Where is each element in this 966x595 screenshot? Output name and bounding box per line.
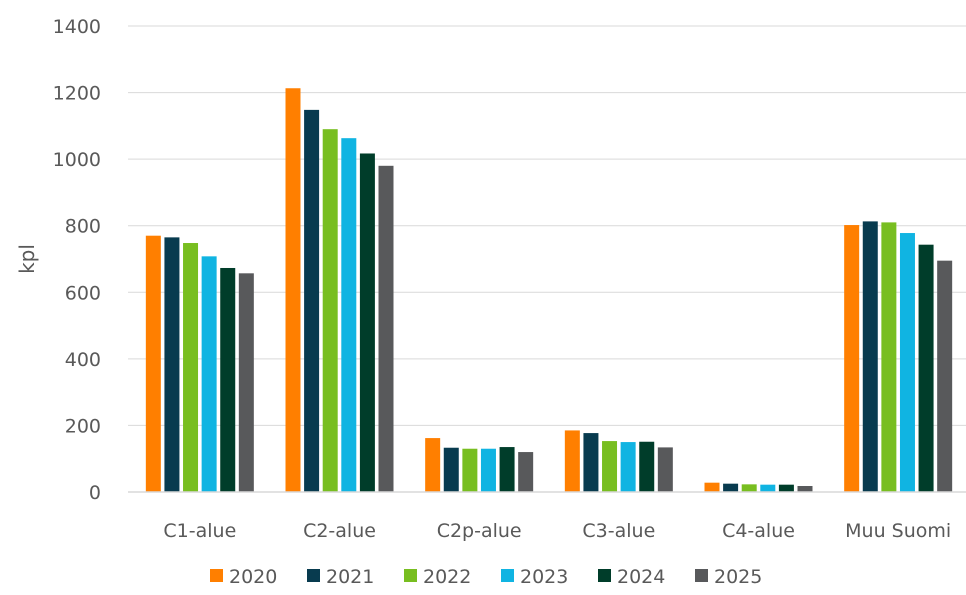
bar-2020-C2p-alue — [425, 438, 441, 492]
bar-2024-C1-alue — [220, 267, 236, 492]
bar-2024-C4-alue — [778, 484, 794, 492]
bar-2021-Muu Suomi — [862, 221, 878, 492]
bar-2021-C3-alue — [583, 433, 599, 492]
legend-label: 2021 — [326, 566, 374, 588]
gridlines — [128, 25, 966, 426]
bar-2025-C4-alue — [797, 486, 813, 492]
bar-2025-C3-alue — [657, 447, 673, 492]
y-tick-label: 0 — [89, 482, 101, 504]
x-tick-label: C3-alue — [582, 520, 655, 542]
bar-2023-C4-alue — [760, 484, 776, 492]
bar-2025-C1-alue — [238, 273, 254, 492]
bar-2022-C2p-alue — [462, 448, 478, 492]
bar-2024-Muu Suomi — [918, 244, 934, 492]
legend-item-2020: 2020 — [210, 566, 277, 588]
legend-item-2024: 2024 — [598, 566, 665, 588]
bar-2023-C2-alue — [341, 138, 357, 492]
y-tick-label: 200 — [65, 415, 101, 437]
legend-item-2021: 2021 — [307, 566, 374, 588]
bar-2024-C3-alue — [639, 441, 655, 492]
y-axis-title: kpl — [15, 244, 39, 274]
legend-swatch — [307, 569, 320, 582]
bar-2022-C1-alue — [183, 243, 199, 492]
y-tick-label: 600 — [65, 282, 101, 304]
bar-2020-C4-alue — [704, 482, 720, 492]
y-tick-label: 800 — [65, 216, 101, 238]
bar-2020-Muu Suomi — [844, 225, 860, 492]
bar-2023-Muu Suomi — [899, 233, 915, 492]
bar-2025-C2-alue — [378, 165, 394, 493]
bar-2021-C4-alue — [723, 483, 739, 492]
legend-label: 2023 — [520, 566, 568, 588]
bar-2020-C3-alue — [564, 430, 580, 492]
x-tick-label: C2p-alue — [437, 520, 522, 542]
legend-label: 2022 — [423, 566, 471, 588]
legend-swatch — [404, 569, 417, 582]
bars — [145, 88, 953, 493]
bar-2022-C3-alue — [602, 441, 618, 492]
legend-label: 2025 — [714, 566, 762, 588]
x-tick-label: C2-alue — [303, 520, 376, 542]
y-tick-label: 1000 — [53, 149, 101, 171]
y-tick-label: 400 — [65, 349, 101, 371]
legend-swatch — [695, 569, 708, 582]
legend-label: 2020 — [229, 566, 277, 588]
legend-label: 2024 — [617, 566, 665, 588]
bar-2022-C4-alue — [741, 484, 757, 492]
bar-2021-C2p-alue — [443, 447, 459, 492]
x-tick-label: Muu Suomi — [845, 520, 951, 542]
legend-item-2025: 2025 — [695, 566, 762, 588]
legend: 2020 2021 2022 2023 2024 2025 — [210, 566, 762, 588]
y-axis-ticks: 0 200 400 600 800 1000 1200 1400 — [53, 16, 101, 504]
bar-2021-C1-alue — [164, 237, 180, 492]
bar-2023-C3-alue — [620, 442, 636, 492]
bar-2020-C2-alue — [285, 88, 301, 492]
bar-2023-C1-alue — [201, 256, 217, 492]
x-axis-ticks: C1-alue C2-alue C2p-alue C3-alue C4-alue Muu … — [163, 520, 951, 542]
bar-2022-C2-alue — [322, 129, 338, 492]
bar-2025-C2p-alue — [518, 452, 534, 492]
bar-2023-C2p-alue — [480, 448, 496, 492]
bar-2020-C1-alue — [145, 235, 161, 492]
legend-item-2022: 2022 — [404, 566, 471, 588]
y-tick-label: 1200 — [53, 83, 101, 105]
x-tick-label: C4-alue — [722, 520, 795, 542]
bar-2025-Muu Suomi — [937, 260, 953, 492]
legend-swatch — [501, 569, 514, 582]
x-tick-label: C1-alue — [163, 520, 236, 542]
legend-swatch — [210, 569, 223, 582]
bar-2021-C2-alue — [304, 109, 320, 492]
bar-2024-C2p-alue — [499, 447, 515, 492]
legend-item-2023: 2023 — [501, 566, 568, 588]
bar-2024-C2-alue — [359, 153, 375, 492]
bar-2022-Muu Suomi — [881, 222, 897, 492]
legend-swatch — [598, 569, 611, 582]
y-tick-label: 1400 — [53, 16, 101, 38]
